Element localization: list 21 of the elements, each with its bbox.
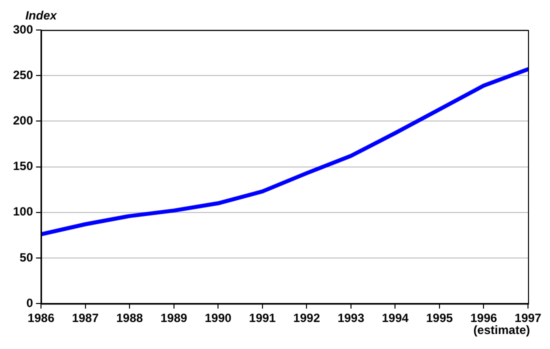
x-tick-label: 1987 [72,311,99,326]
y-tick-label: 200 [12,114,34,128]
x-tick-label: 1990 [204,311,232,326]
x-tick-label: 1993 [338,311,365,326]
x-tick-label: 1996 [470,311,498,326]
y-tick-label: 300 [12,22,34,36]
y-tick-label: 100 [12,204,34,219]
x-tick-label: 1994 [382,311,409,326]
text: (estimate) [473,322,530,337]
x-tick-label: 1992 [293,311,320,326]
x-tick-label: 1989 [160,311,188,326]
y-tick-label: 0 [26,296,34,310]
x-tick-label: 1995 [426,311,454,326]
y-tick-label: 150 [12,159,34,174]
y-tick-label: 250 [12,68,34,82]
x-tick-label: 1997 [514,311,542,326]
x-tick-label: 1991 [249,311,276,326]
x-tick-label: 1988 [116,311,144,326]
y-axis-title: Index [25,8,58,22]
x-tick-label: 1986 [28,311,55,326]
y-tick-label: 50 [20,250,34,264]
